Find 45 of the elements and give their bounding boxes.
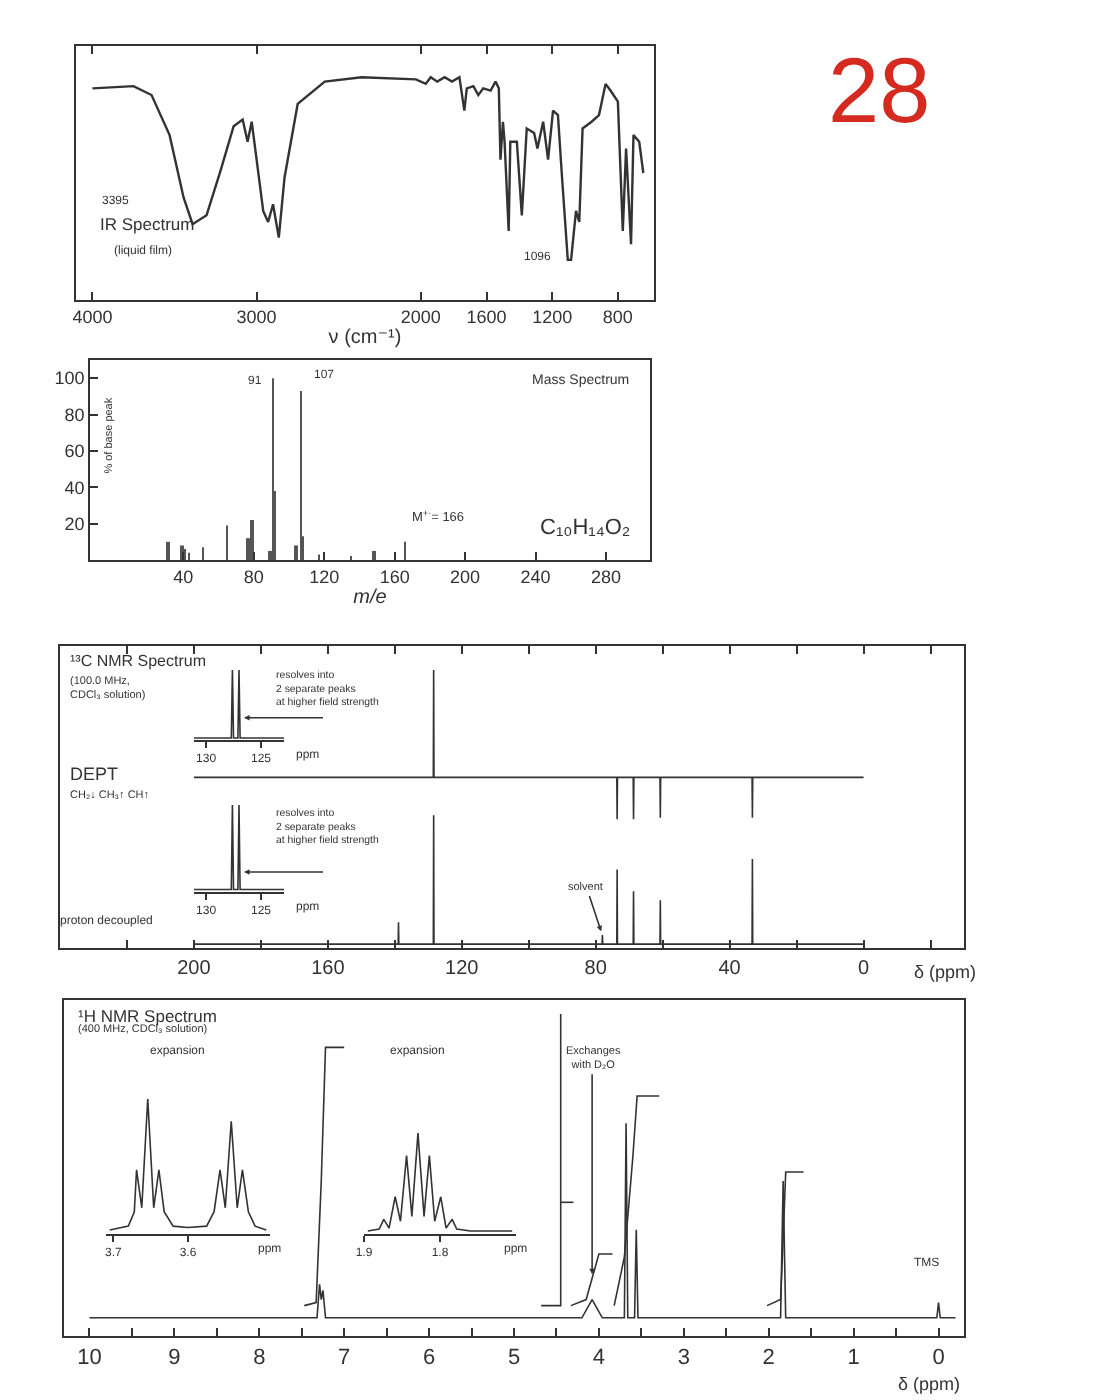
x-tick-label: 800 [602,307,633,328]
x-tick-label: 120 [309,567,340,588]
x-tick-label: 5 [507,1346,521,1371]
x-tick-label: 6 [422,1346,436,1371]
x-axis-title: m/e [353,587,388,610]
y-tick-label: 80 [64,404,85,425]
x-tick-label: 1 [847,1346,860,1371]
x-axis-title: δ (ppm) [898,1374,961,1394]
x-tick-label: 3000 [236,307,277,328]
annotation: DEPT [70,764,120,784]
y-tick-label: 60 [64,441,85,462]
text: 28 [828,38,931,142]
x-tick-label: 3 [677,1346,690,1371]
text: IR Spectrum [100,214,195,234]
x-tick-label: 280 [590,567,622,588]
x-tick-label: 200 [450,567,481,588]
x-tick-label: 7 [338,1346,351,1371]
x-tick-label: 120 [445,957,480,980]
x-tick-label: 40 [718,957,742,980]
x-tick-label: 0 [858,957,870,980]
x-tick-label: 0 [932,1346,945,1371]
annotation: C₁₀H₁₄O₂ [540,516,631,540]
x-tick-label: 4000 [72,307,113,328]
chart-title: ¹H NMR Spectrum [78,1006,217,1026]
x-tick-label: 1200 [532,307,573,328]
x-tick-label: 2 [762,1346,775,1371]
y-tick-label: 100 [54,368,85,389]
x-tick-label: 80 [243,567,264,588]
x-tick-label: 240 [520,567,551,588]
x-tick-label: 40 [173,567,194,588]
y-tick-label: 40 [64,477,85,498]
x-tick-label: 80 [584,957,608,980]
chart-title: ¹³C NMR Spectrum [70,652,207,670]
x-tick-label: 160 [379,567,410,588]
x-tick-label: 9 [168,1346,181,1371]
x-tick-label: 4 [592,1346,606,1371]
x-tick-label: 10 [77,1346,102,1371]
x-tick-label: 8 [253,1346,266,1371]
x-tick-label: 1600 [466,307,507,328]
x-axis-title: δ (ppm) [914,962,977,982]
x-tick-label: 200 [177,957,212,980]
x-axis-title: ν (cm⁻¹) [328,327,402,350]
y-tick-label: 20 [64,513,85,534]
x-tick-label: 160 [311,957,346,980]
x-tick-label: 2000 [400,307,441,328]
